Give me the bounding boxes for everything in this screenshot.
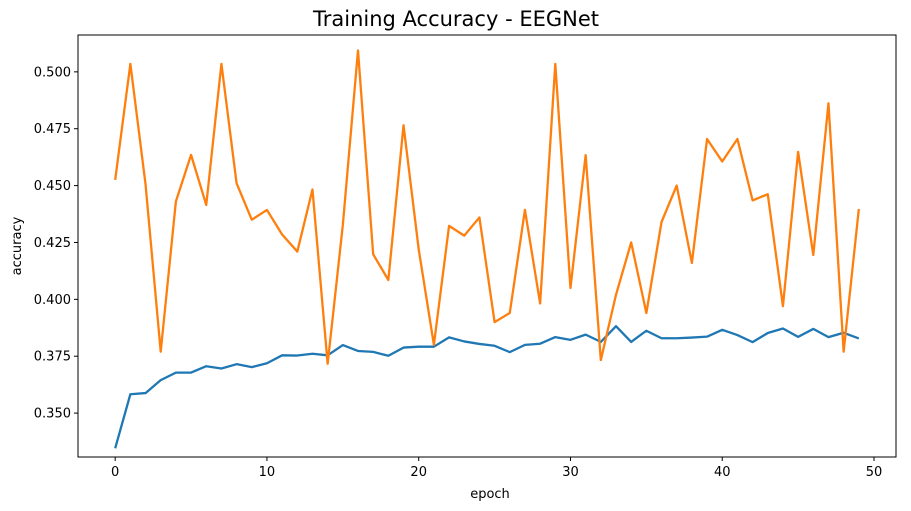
y-tick-label: 0.375: [34, 350, 71, 365]
series-layer: [114, 49, 860, 449]
chart-title: Training Accuracy - EEGNet: [312, 7, 599, 31]
series-line-1: [114, 325, 860, 449]
x-tick-label: 40: [714, 465, 731, 480]
series-line-2: [114, 49, 860, 365]
y-tick-label: 0.450: [34, 179, 71, 194]
x-tick-label: 20: [410, 465, 427, 480]
x-tick-label: 30: [562, 465, 579, 480]
y-tick-label: 0.425: [34, 236, 71, 251]
x-tick-label: 10: [259, 465, 276, 480]
y-axis-label: accuracy: [10, 216, 25, 275]
y-tick-label: 0.500: [34, 65, 71, 80]
plot-frame: [77, 34, 897, 458]
x-axis-label: epoch: [470, 487, 510, 502]
y-tick-label: 0.350: [34, 407, 71, 422]
x-axis-ticks: 0 10 20 30 40 50: [111, 457, 882, 480]
x-tick-label: 0: [111, 465, 119, 480]
y-tick-label: 0.475: [34, 122, 71, 137]
y-tick-label: 0.400: [34, 293, 71, 308]
x-tick-label: 50: [866, 465, 883, 480]
y-axis-ticks: 0.350 0.375 0.400 0.425 0.450 0.475 0.500: [34, 65, 78, 422]
